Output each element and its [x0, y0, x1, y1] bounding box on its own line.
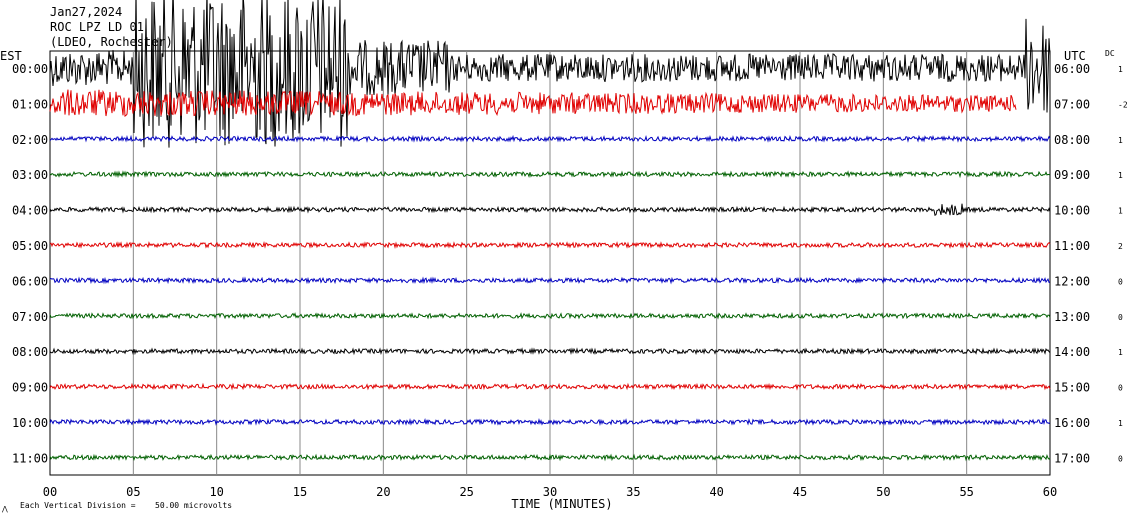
x-tick-label: 20	[376, 485, 390, 499]
network-label: (LDEO, Rochester)	[50, 35, 173, 49]
est-time-label: 09:00	[12, 381, 48, 395]
x-tick-label: 55	[959, 485, 973, 499]
dc-offset-label: 1	[1118, 171, 1123, 180]
utc-time-label: 15:00	[1054, 381, 1090, 395]
x-tick-label: 05	[126, 485, 140, 499]
dc-offset-label: -2	[1118, 100, 1128, 109]
est-time-label: 05:00	[12, 239, 48, 253]
utc-time-label: 12:00	[1054, 274, 1090, 288]
dc-offset-label: 0	[1118, 277, 1123, 286]
utc-time-label: 07:00	[1054, 97, 1090, 111]
chart-title: Jan27,2024	[50, 5, 122, 19]
est-time-label: 07:00	[12, 310, 48, 324]
utc-time-label: 08:00	[1054, 133, 1090, 147]
seismic-trace	[49, 89, 1017, 118]
seismic-trace	[49, 417, 1051, 426]
x-tick-label: 50	[876, 485, 890, 499]
x-tick-label: 40	[709, 485, 723, 499]
est-time-label: 00:00	[12, 62, 48, 76]
scale-icon: ⋀	[1, 505, 8, 513]
seismic-trace	[49, 203, 1051, 216]
est-time-label: 02:00	[12, 133, 48, 147]
dc-offset-label: 1	[1118, 207, 1123, 216]
dc-offset-label: 2	[1118, 242, 1123, 251]
row-labels: 00:00 06:00 1 01:00 07:00 -2 02:00 08:00 1 03:00 0…	[12, 62, 1128, 465]
utc-time-label: 17:00	[1054, 451, 1090, 465]
seismic-trace	[49, 311, 1051, 320]
utc-time-label: 13:00	[1054, 310, 1090, 324]
traces	[49, 0, 1051, 462]
x-tick-label: 10	[209, 485, 223, 499]
x-tick-label: 25	[459, 485, 473, 499]
est-time-label: 08:00	[12, 345, 48, 359]
dc-offset-label: 0	[1118, 454, 1123, 463]
seismic-trace	[49, 276, 1050, 285]
dc-offset-label: 1	[1118, 65, 1123, 74]
seismic-trace	[49, 382, 1051, 391]
dc-offset-label: 1	[1118, 136, 1123, 145]
utc-time-label: 14:00	[1054, 345, 1090, 359]
seismic-trace	[49, 453, 1051, 462]
x-tick-label: 35	[626, 485, 640, 499]
dc-offset-label: 0	[1118, 313, 1123, 322]
right-axis-title: UTC	[1064, 49, 1086, 63]
utc-time-label: 11:00	[1054, 239, 1090, 253]
x-axis-label: TIME (MINUTES)	[511, 497, 612, 511]
seismic-trace	[49, 347, 1051, 356]
seismic-trace	[49, 134, 1051, 143]
station-label: ROC LPZ LD 01	[50, 20, 144, 34]
utc-time-label: 09:00	[1054, 168, 1090, 182]
est-time-label: 04:00	[12, 204, 48, 218]
est-time-label: 06:00	[12, 274, 48, 288]
est-time-label: 03:00	[12, 168, 48, 182]
left-axis-title: EST	[0, 49, 22, 63]
x-tick-labels: 00 05 10 15 20 25 30 35 40 45 50 55 60	[43, 485, 1057, 499]
seismic-trace	[49, 240, 1051, 250]
dc-column-title: DC	[1105, 49, 1115, 58]
utc-time-label: 10:00	[1054, 204, 1090, 218]
est-time-label: 11:00	[12, 451, 48, 465]
x-tick-label: 60	[1043, 485, 1057, 499]
x-tick-label: 15	[293, 485, 307, 499]
dc-offset-label: 1	[1118, 419, 1123, 428]
seismic-trace	[49, 0, 1051, 148]
x-tick-label: 30	[543, 485, 557, 499]
seismic-trace	[49, 170, 1051, 179]
x-tick-label: 00	[43, 485, 57, 499]
est-time-label: 01:00	[12, 97, 48, 111]
dc-offset-label: 0	[1118, 384, 1123, 393]
est-time-label: 10:00	[12, 416, 48, 430]
utc-time-label: 06:00	[1054, 62, 1090, 76]
scale-value: 50.00 microvolts	[155, 501, 232, 510]
scale-note: Each Vertical Division =	[20, 501, 136, 510]
dc-offset-label: 1	[1118, 348, 1123, 357]
grid-lines	[132, 51, 968, 475]
x-tick-label: 45	[793, 485, 807, 499]
utc-time-label: 16:00	[1054, 416, 1090, 430]
